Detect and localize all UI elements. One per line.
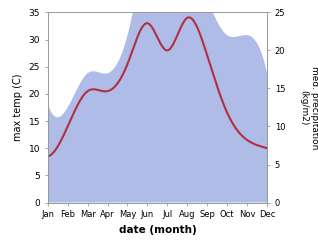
Y-axis label: max temp (C): max temp (C) <box>13 74 23 141</box>
Y-axis label: med. precipitation
(kg/m2): med. precipitation (kg/m2) <box>299 66 318 149</box>
X-axis label: date (month): date (month) <box>119 225 196 235</box>
